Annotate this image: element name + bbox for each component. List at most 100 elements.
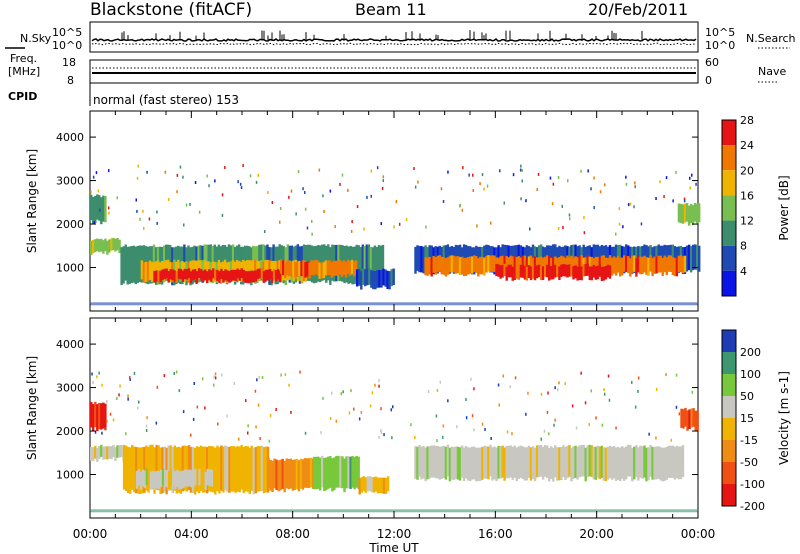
data-cell xyxy=(94,239,97,253)
data-cell xyxy=(194,468,197,486)
data-speckle xyxy=(637,376,640,380)
data-cell xyxy=(185,269,189,280)
data-cell xyxy=(164,469,167,487)
data-cell xyxy=(189,446,193,493)
data-speckle xyxy=(323,210,325,213)
data-cell xyxy=(337,455,340,488)
data-speckle xyxy=(618,207,621,211)
data-cell xyxy=(161,468,165,486)
data-cell xyxy=(364,269,367,287)
data-cell xyxy=(284,262,287,278)
data-cell xyxy=(452,447,456,481)
data-speckle xyxy=(393,225,395,229)
data-speckle xyxy=(269,414,272,417)
colorbar-swatch xyxy=(722,484,736,506)
colorbar-tick-label: 50 xyxy=(740,390,754,403)
data-cell xyxy=(232,446,235,492)
data-cell xyxy=(521,265,525,278)
data-speckle xyxy=(204,406,206,410)
data-cell xyxy=(96,194,99,220)
data-speckle xyxy=(136,209,138,213)
data-speckle xyxy=(417,180,419,184)
data-speckle xyxy=(569,217,571,221)
data-speckle xyxy=(655,436,657,440)
x-tick-label: 04:00 xyxy=(174,527,209,541)
data-cell xyxy=(271,460,274,493)
data-cell xyxy=(149,471,153,490)
data-speckle xyxy=(672,199,674,203)
data-cell xyxy=(170,469,173,486)
data-cell xyxy=(327,456,330,489)
data-cell xyxy=(523,266,527,280)
data-cell xyxy=(574,445,577,478)
data-speckle xyxy=(509,385,511,389)
data-cell xyxy=(446,244,450,270)
data-cell xyxy=(584,263,587,276)
data-cell xyxy=(372,271,375,290)
data-cell xyxy=(240,444,243,490)
data-cell xyxy=(655,256,658,274)
data-speckle xyxy=(341,173,344,177)
data-speckle xyxy=(255,180,258,184)
data-speckle xyxy=(410,423,412,427)
data-cell xyxy=(527,265,531,278)
data-cell xyxy=(252,270,255,283)
data-cell xyxy=(386,270,389,289)
data-speckle xyxy=(224,166,226,169)
data-speckle xyxy=(192,417,195,421)
colorbar-swatch xyxy=(722,352,736,374)
data-cell xyxy=(493,255,496,273)
nave-label: Nave xyxy=(758,65,786,78)
data-speckle xyxy=(604,183,606,187)
data-cell xyxy=(505,445,508,479)
data-cell xyxy=(353,261,356,277)
data-cell xyxy=(511,256,514,274)
data-speckle xyxy=(633,205,635,209)
data-cell xyxy=(163,446,166,493)
data-speckle xyxy=(98,371,100,375)
data-cell xyxy=(369,246,373,285)
data-cell xyxy=(360,477,363,493)
data-cell xyxy=(519,445,523,478)
data-cell xyxy=(297,460,301,492)
data-speckle xyxy=(440,187,443,191)
data-cell xyxy=(487,446,490,480)
data-cell xyxy=(550,266,553,280)
data-cell xyxy=(689,203,693,224)
data-cell xyxy=(675,445,679,479)
data-speckle xyxy=(390,408,392,412)
data-cell xyxy=(475,447,478,482)
data-cell xyxy=(462,244,466,270)
data-cell xyxy=(98,446,101,459)
data-cell xyxy=(321,455,324,488)
data-cell xyxy=(92,404,95,431)
data-speckle xyxy=(185,203,188,207)
data-cell xyxy=(173,445,176,491)
data-cell xyxy=(280,259,283,274)
data-cell xyxy=(422,446,425,479)
data-cell xyxy=(191,269,195,281)
data-speckle xyxy=(625,182,628,186)
data-cell xyxy=(659,447,662,481)
data-cell xyxy=(183,268,187,280)
data-speckle xyxy=(279,220,281,224)
data-cell xyxy=(116,238,119,251)
data-speckle xyxy=(599,190,602,194)
data-cell xyxy=(332,260,336,276)
data-cell xyxy=(673,257,677,277)
data-cell xyxy=(197,268,201,279)
nsky-tick-bottom: 10^0 xyxy=(52,39,82,52)
data-speckle xyxy=(156,210,158,214)
data-cell xyxy=(246,446,249,492)
data-cell xyxy=(220,445,223,491)
data-cell xyxy=(277,269,280,280)
data-speckle xyxy=(91,372,93,376)
data-speckle xyxy=(414,436,416,440)
data-cell xyxy=(517,446,520,479)
data-cell xyxy=(645,257,648,275)
data-cell xyxy=(328,260,331,276)
data-speckle xyxy=(92,381,94,384)
data-speckle xyxy=(618,222,621,226)
near-range-band xyxy=(90,302,698,306)
data-cell xyxy=(523,447,527,481)
